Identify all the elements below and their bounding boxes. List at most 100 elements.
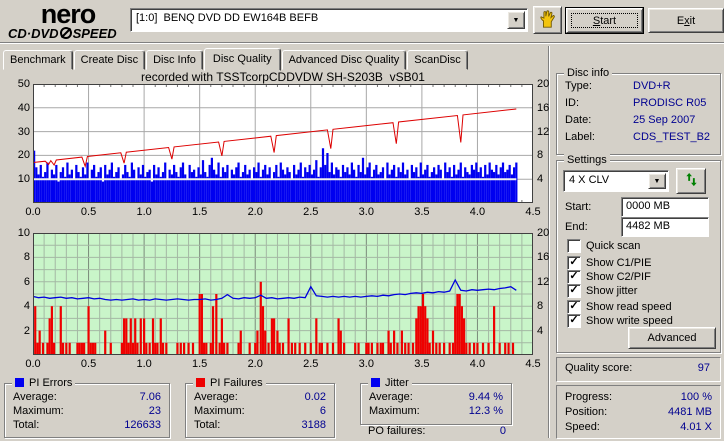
scan-end-input[interactable]: 4482 MB (621, 217, 709, 237)
pi-failures-jitter-chart (33, 233, 533, 355)
quick-scan-checkbox[interactable] (567, 239, 581, 253)
exit-button-label: Exit (676, 14, 696, 27)
nero-logo: nero CD·DVD SPEED (8, 1, 128, 41)
stat-row: Average: 0.02 (194, 391, 326, 403)
disc-info-value: DVD+R (633, 80, 671, 92)
axis-tick-label: 10 (17, 173, 30, 186)
settings-group-label: Settings (564, 154, 610, 166)
axis-tick-label: 3.5 (414, 358, 430, 370)
stat-row: Maximum: 23 (13, 405, 161, 417)
tab-scandisc[interactable]: ScanDisc (407, 50, 468, 70)
drive-selector[interactable]: [1:0] BENQ DVD DD EW164B BEFB ▼ (130, 8, 528, 32)
pi-errors-group-label: PI Errors (12, 377, 76, 389)
axis-tick-label: 2.5 (303, 358, 319, 370)
axis-tick-label: 0.5 (80, 206, 97, 218)
jitter-group-label: Jitter (368, 377, 412, 389)
axis-tick-label: 2.0 (247, 206, 263, 218)
stat-row: Average: 7.06 (13, 391, 161, 403)
axis-tick-label: 4 (23, 300, 30, 313)
show-read-speed-checkbox[interactable] (567, 300, 581, 314)
tab-benchmark[interactable]: Benchmark (3, 50, 73, 70)
disc-info-value: PRODISC R05 (633, 97, 707, 109)
axis-tick-label: 8 (537, 149, 544, 162)
show-c2-pif-label: Show C2/PIF (586, 271, 651, 283)
axis-tick-label: 4.0 (469, 206, 486, 218)
drive-selector-value: [1:0] BENQ DVD DD EW164B BEFB (136, 12, 319, 24)
axis-tick-label: 3.0 (358, 206, 374, 218)
exit-button[interactable]: Exit (648, 8, 724, 33)
tab-disc-info[interactable]: Disc Info (146, 50, 203, 70)
pi-errors-stats-group: PI Errors Average: 7.06 Maximum: 23 Total:… (4, 377, 170, 438)
disc-info-label: ID: (565, 97, 580, 109)
show-read-speed-label: Show read speed (586, 301, 672, 313)
tab-create-disc[interactable]: Create Disc (73, 50, 146, 70)
tab-bar: Benchmark Create Disc Disc Info Disc Qua… (3, 48, 469, 71)
show-c1-pie-label: Show C1/PIE (586, 257, 652, 269)
start-button[interactable]: Start (566, 8, 643, 33)
stat-row: Maximum: 12.3 % (369, 405, 503, 417)
pi-failures-legend-swatch (196, 378, 205, 387)
axis-tick-label: 2.0 (247, 358, 263, 370)
scan-start-input[interactable]: 0000 MB (621, 197, 709, 217)
axis-tick-label: 8 (23, 251, 30, 264)
show-jitter-checkbox[interactable] (567, 284, 581, 298)
disc-info-label: Label: (565, 131, 595, 143)
quality-score-label: Quality score: (565, 362, 633, 374)
axis-tick-label: 2.5 (303, 206, 319, 218)
progress-box: Progress: 100 % Position: 4481 MB Speed: 4.… (556, 385, 721, 439)
axis-tick-label: 1.0 (136, 358, 152, 370)
axis-tick-label: 3.0 (358, 358, 374, 370)
axis-tick-label: 10 (17, 227, 30, 239)
speed-select-value: 4 X CLV (569, 174, 610, 186)
logo-nero-text: nero (40, 0, 97, 29)
axis-tick-label: 4.5 (525, 358, 541, 370)
show-c2-pif-checkbox[interactable] (567, 270, 581, 284)
speed-select-dropdown-arrow[interactable]: ▼ (648, 173, 666, 189)
eject-hand-button[interactable] (533, 6, 562, 34)
disc-info-value: CDS_TEST_B2 (633, 131, 711, 143)
panel-separator (548, 46, 550, 438)
quick-scan-label: Quick scan (586, 240, 641, 252)
axis-tick-label: 30 (17, 125, 30, 138)
pi-failures-group-label: PI Failures (193, 377, 266, 389)
axis-tick-label: 12 (537, 275, 550, 288)
pi-failures-stats-group: PI Failures Average: 0.02 Maximum: 6 Total… (185, 377, 335, 438)
axis-tick-label: 1.0 (136, 206, 152, 218)
disc-info-label: Date: (565, 114, 592, 126)
axis-tick-label: 40 (17, 101, 30, 114)
disc-info-group: Disc info Type: DVD+R ID: PRODISC R05 Da… (556, 67, 721, 155)
advanced-button[interactable]: Advanced (628, 327, 716, 349)
start-button-focus-rect (571, 13, 638, 28)
tab-disc-quality[interactable]: Disc Quality (203, 48, 281, 71)
axis-tick-label: 20 (537, 78, 550, 90)
disc-info-value: 25 Sep 2007 (633, 114, 696, 126)
pi-errors-legend-swatch (15, 378, 24, 387)
jitter-legend-swatch (371, 378, 380, 387)
axis-tick-label: 0.0 (25, 206, 41, 218)
axis-tick-label: 0.5 (80, 358, 97, 370)
logo-cdspeed-text: CD·DVD SPEED (8, 26, 117, 41)
start-button-label: Start (592, 14, 617, 27)
drive-selector-dropdown-arrow[interactable]: ▼ (507, 11, 525, 29)
settings-group: Settings 4 X CLV ▼ Start: 0000 MB End: 4… (556, 154, 721, 353)
axis-tick-label: 20 (17, 149, 30, 162)
axis-tick-label: 16 (537, 251, 550, 264)
chart-title: recorded with TSSTcorpCDDVDW SH-S203B vS… (141, 70, 425, 84)
axis-tick-label: 6 (23, 275, 30, 288)
show-c1-pie-checkbox[interactable] (567, 256, 581, 270)
axis-tick-label: 8 (537, 300, 544, 313)
refresh-button[interactable] (676, 168, 706, 194)
tab-advanced-disc-quality[interactable]: Advanced Disc Quality (281, 50, 407, 70)
stat-row: Maximum: 6 (194, 405, 326, 417)
speed-select[interactable]: 4 X CLV ▼ (563, 170, 669, 192)
progress-row: Progress: 100 % (565, 391, 712, 403)
axis-tick-label: 20 (537, 227, 550, 239)
disc-icon (59, 27, 72, 41)
quality-score-box: Quality score: 97 (556, 357, 721, 382)
hand-icon (538, 9, 558, 32)
show-write-speed-checkbox[interactable] (567, 314, 581, 328)
disc-info-group-label: Disc info (564, 67, 613, 79)
quality-score-value: 97 (697, 362, 710, 374)
axis-tick-label: 0.0 (25, 358, 41, 370)
